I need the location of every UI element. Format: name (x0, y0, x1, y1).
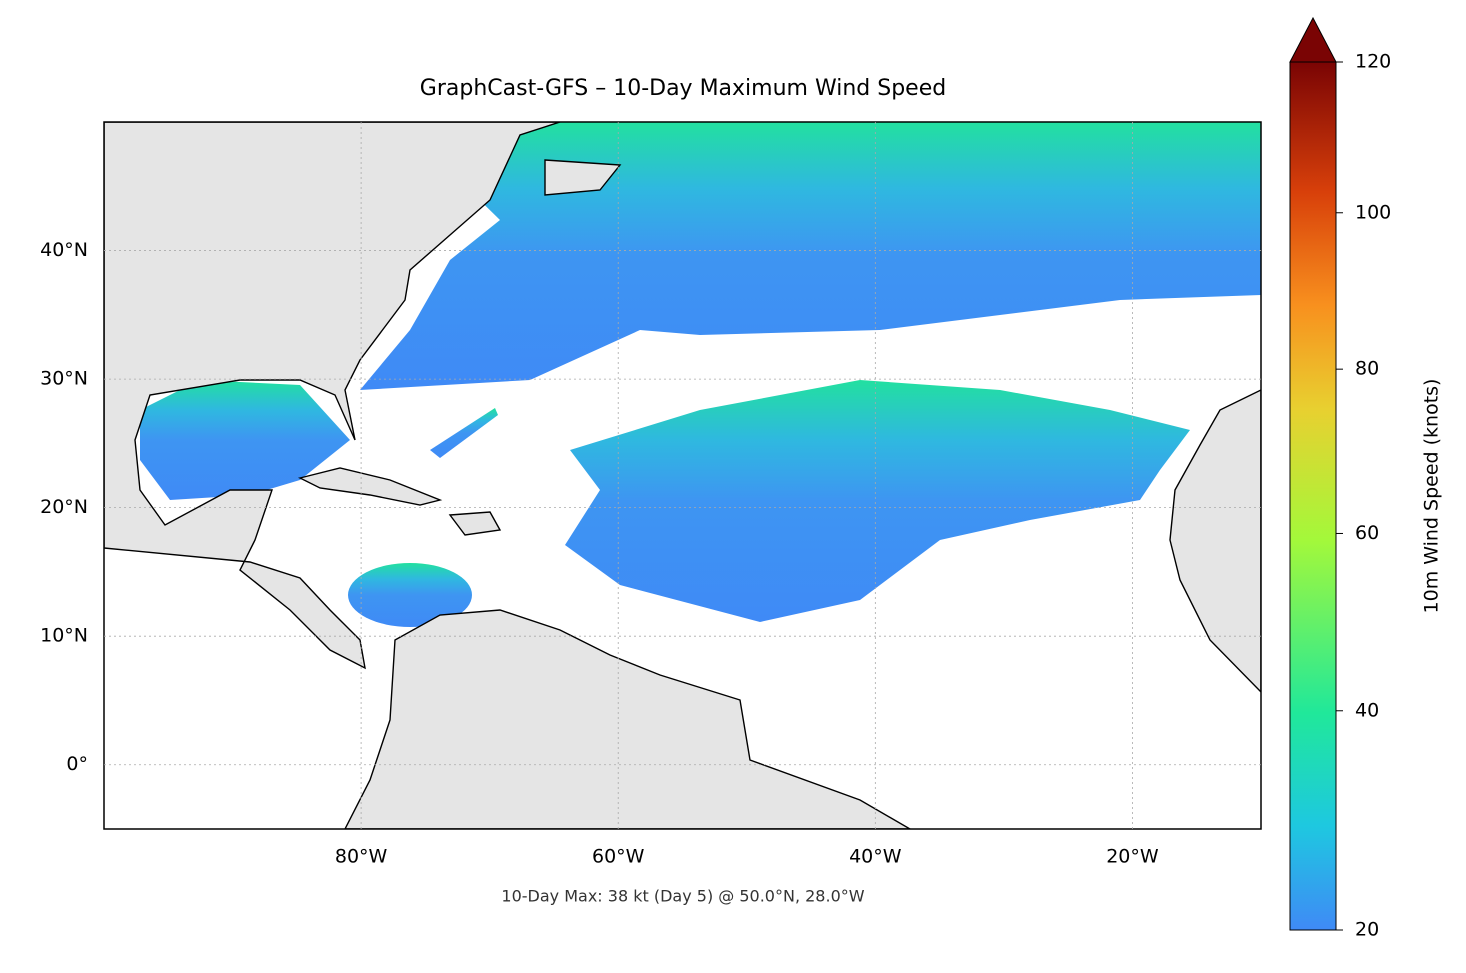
land (544, 159, 622, 196)
y-tick-label: 10°N (40, 625, 88, 647)
y-tick-label: 0° (66, 753, 88, 775)
colorbar (1289, 61, 1337, 931)
colorbar-tick-label: 20 (1355, 919, 1379, 941)
colorbar-extend (1289, 16, 1337, 63)
land (344, 609, 912, 829)
y-tick-label: 20°N (40, 496, 88, 518)
colorbar-tick-label: 60 (1355, 522, 1379, 544)
colorbar-tick-label: 100 (1355, 201, 1391, 223)
land (297, 467, 443, 506)
land (448, 511, 502, 536)
wind-region (140, 380, 350, 500)
colorbar-tick-label: 40 (1355, 699, 1379, 721)
y-tick-label: 30°N (40, 368, 88, 390)
map (104, 122, 1261, 829)
map-frame (103, 121, 1262, 830)
colorbar-tick-label: 120 (1355, 51, 1391, 73)
x-tick-label: 40°W (849, 846, 902, 868)
wind-region (348, 563, 472, 627)
colorbar-label: 10m Wind Speed (knots) (1421, 379, 1443, 614)
x-tick-label: 60°W (592, 846, 645, 868)
land (104, 122, 561, 670)
land (1169, 389, 1261, 693)
colorbar-tick-label: 80 (1355, 358, 1379, 380)
x-tick-label: 20°W (1106, 846, 1159, 868)
wind-region (430, 408, 498, 458)
chart-title: GraphCast-GFS – 10-Day Maximum Wind Spee… (420, 76, 946, 101)
wind-region (565, 380, 1190, 622)
annotation: 10-Day Max: 38 kt (Day 5) @ 50.0°N, 28.0… (501, 887, 864, 906)
x-tick-label: 80°W (335, 846, 388, 868)
y-tick-label: 40°N (40, 239, 88, 261)
